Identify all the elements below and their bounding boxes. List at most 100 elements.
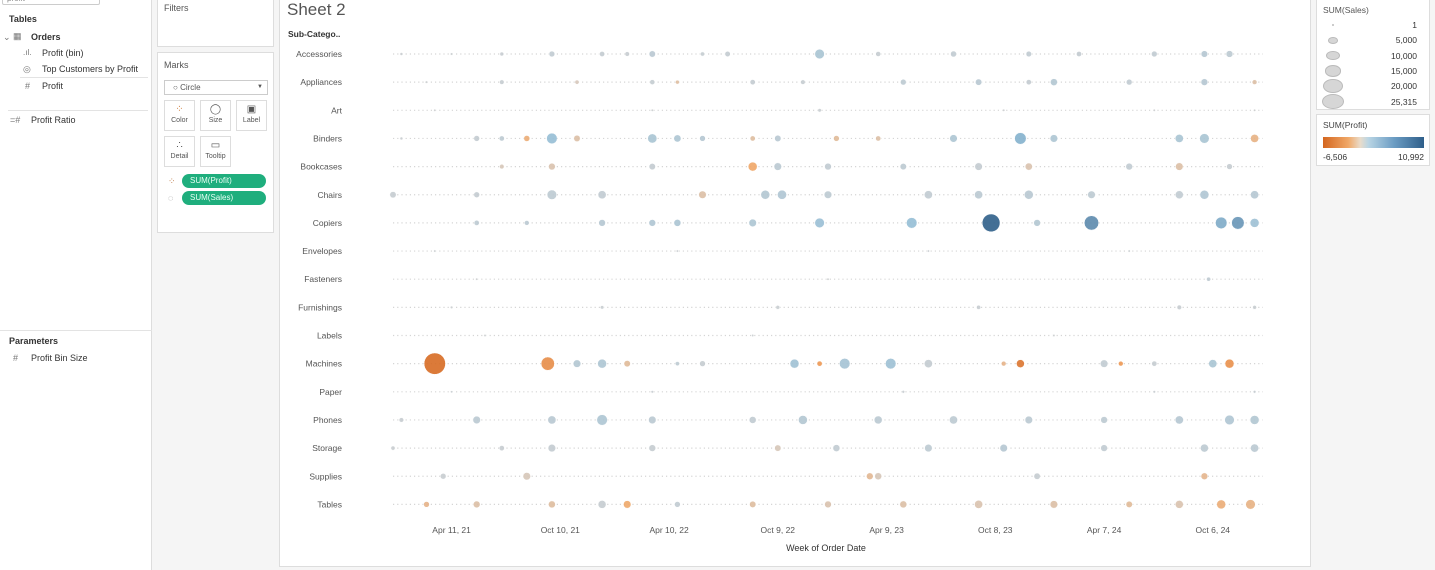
data-point[interactable] xyxy=(747,161,758,172)
data-point[interactable] xyxy=(1125,162,1133,171)
data-point[interactable] xyxy=(1208,359,1218,368)
data-point[interactable] xyxy=(775,305,781,310)
data-point[interactable] xyxy=(899,500,908,509)
size-legend[interactable]: SUM(Sales) 1 5,000 10,000 15,000 20,000 25,31… xyxy=(1316,0,1430,110)
row-label[interactable]: Accessories xyxy=(296,49,342,59)
data-point[interactable] xyxy=(597,500,607,509)
data-point[interactable] xyxy=(901,390,905,394)
data-point[interactable] xyxy=(1001,361,1007,367)
data-point[interactable] xyxy=(650,390,654,394)
data-point[interactable] xyxy=(597,190,607,200)
data-point[interactable] xyxy=(875,135,882,142)
row-label[interactable]: Storage xyxy=(312,443,342,453)
data-point[interactable] xyxy=(547,444,556,453)
data-point[interactable] xyxy=(390,445,396,451)
data-point[interactable] xyxy=(1126,79,1133,86)
data-point[interactable] xyxy=(1215,216,1228,229)
data-point[interactable] xyxy=(774,135,782,142)
data-point[interactable] xyxy=(1151,50,1158,58)
data-point[interactable] xyxy=(1174,134,1184,143)
data-point[interactable] xyxy=(623,360,631,368)
data-point[interactable] xyxy=(1199,190,1210,200)
data-point[interactable] xyxy=(1084,215,1099,231)
data-point[interactable] xyxy=(926,249,930,253)
data-point[interactable] xyxy=(1016,359,1025,368)
data-point[interactable] xyxy=(874,472,882,480)
data-point[interactable] xyxy=(1253,108,1257,112)
data-point[interactable] xyxy=(546,132,558,144)
row-label[interactable]: Chairs xyxy=(317,190,342,200)
row-label[interactable]: Appliances xyxy=(300,77,342,87)
data-point[interactable] xyxy=(839,358,851,370)
data-point[interactable] xyxy=(1249,218,1260,228)
data-point[interactable] xyxy=(650,108,654,112)
row-label[interactable]: Art xyxy=(331,105,343,115)
data-point[interactable] xyxy=(499,51,505,57)
data-point[interactable] xyxy=(789,358,800,369)
data-point[interactable] xyxy=(1076,51,1082,57)
row-label[interactable]: Paper xyxy=(319,387,342,397)
data-point[interactable] xyxy=(974,190,983,200)
chevron-down-icon[interactable]: ⌄ xyxy=(3,32,11,42)
data-point[interactable] xyxy=(440,473,447,480)
data-point[interactable] xyxy=(1002,108,1006,112)
data-point[interactable] xyxy=(1250,134,1259,143)
field-profit-bin[interactable]: Profit (bin) xyxy=(42,48,84,58)
data-point[interactable] xyxy=(523,135,531,142)
data-point[interactable] xyxy=(1033,472,1041,480)
size-button[interactable]: ◯ Size xyxy=(200,100,231,131)
data-point[interactable] xyxy=(675,249,679,253)
data-point[interactable] xyxy=(1175,500,1184,509)
pill-sum-profit[interactable]: SUM(Profit) xyxy=(182,174,266,188)
data-point[interactable] xyxy=(950,50,957,58)
data-point[interactable] xyxy=(1087,190,1096,199)
data-point[interactable] xyxy=(648,163,656,171)
data-point[interactable] xyxy=(1127,249,1131,253)
data-point[interactable] xyxy=(1175,162,1184,171)
data-point[interactable] xyxy=(1033,219,1041,227)
data-point[interactable] xyxy=(600,305,605,310)
data-point[interactable] xyxy=(522,472,531,481)
data-point[interactable] xyxy=(981,213,1001,233)
data-point[interactable] xyxy=(1049,134,1058,143)
row-label[interactable]: Machines xyxy=(306,359,342,369)
data-point[interactable] xyxy=(773,162,782,171)
data-point[interactable] xyxy=(899,163,907,171)
data-point[interactable] xyxy=(1200,443,1209,453)
data-point[interactable] xyxy=(1152,390,1156,394)
data-point[interactable] xyxy=(623,500,632,509)
data-point[interactable] xyxy=(824,162,832,171)
data-point[interactable] xyxy=(700,51,705,57)
row-label[interactable]: Furnishings xyxy=(298,302,342,312)
data-point[interactable] xyxy=(1100,359,1109,368)
data-point[interactable] xyxy=(675,361,680,366)
data-point[interactable] xyxy=(1206,276,1211,282)
data-point[interactable] xyxy=(1199,133,1210,144)
data-point[interactable] xyxy=(1252,305,1257,310)
data-point[interactable] xyxy=(572,359,582,368)
data-point[interactable] xyxy=(1225,50,1234,58)
field-search-input[interactable]: profit xyxy=(2,0,100,5)
data-point[interactable] xyxy=(1176,304,1182,310)
data-point[interactable] xyxy=(832,444,841,452)
data-point[interactable] xyxy=(389,191,397,199)
data-point[interactable] xyxy=(924,359,933,368)
data-point[interactable] xyxy=(798,415,808,425)
data-point[interactable] xyxy=(473,135,480,142)
data-point[interactable] xyxy=(424,80,429,84)
data-point[interactable] xyxy=(648,415,657,425)
data-point[interactable] xyxy=(949,134,958,143)
data-point[interactable] xyxy=(450,52,454,56)
data-point[interactable] xyxy=(1231,216,1245,230)
detail-button[interactable]: ∴ Detail xyxy=(164,136,195,167)
data-point[interactable] xyxy=(648,50,656,58)
data-point[interactable] xyxy=(548,500,556,509)
data-point[interactable] xyxy=(949,415,958,425)
data-point[interactable] xyxy=(1224,358,1235,369)
data-point[interactable] xyxy=(473,220,480,226)
data-point[interactable] xyxy=(574,79,580,85)
data-point[interactable] xyxy=(1014,132,1027,145)
row-label[interactable]: Phones xyxy=(313,415,342,425)
data-point[interactable] xyxy=(473,191,480,198)
data-point[interactable] xyxy=(1250,443,1259,453)
